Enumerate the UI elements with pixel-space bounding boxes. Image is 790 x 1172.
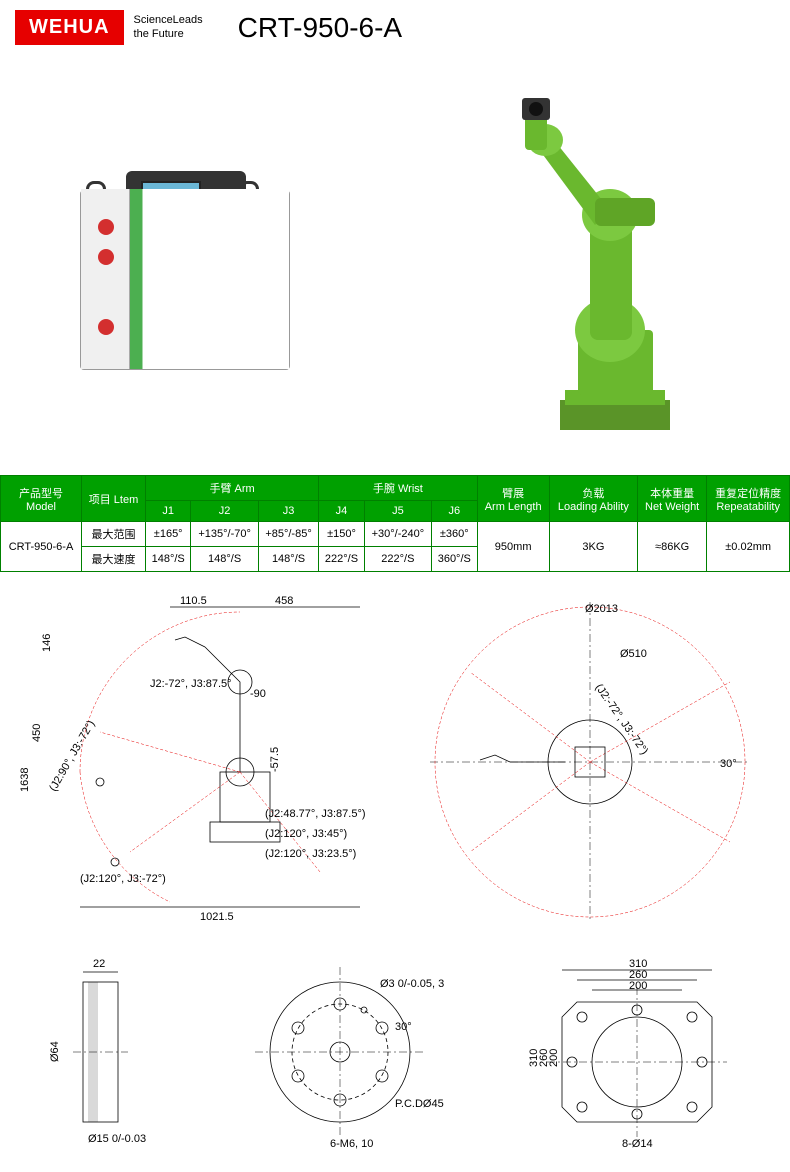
d57-5: -57.5 (269, 747, 281, 772)
td-range-label: 最大范围 (82, 522, 146, 547)
ff-tol: Ø3 0/-0.05, 3 (380, 978, 444, 990)
ff-d30: 30° (395, 1021, 412, 1033)
note5: (J2:120°, J3:45°) (265, 828, 347, 840)
td-s-j6: 360°/S (432, 547, 477, 572)
diagram-flange-front: 6-M6, 10 P.C.DØ45 30° Ø3 0/-0.05, 3 (240, 952, 460, 1152)
td-s-j5: 222°/S (364, 547, 431, 572)
dim-458: 458 (275, 595, 293, 607)
td-s-j1: 148°/S (145, 547, 190, 572)
th-arm: 手臂 Arm (145, 476, 318, 501)
td-model: CRT-950-6-A (1, 522, 82, 572)
th-j1: J1 (145, 501, 190, 522)
dim-510: Ø510 (620, 648, 647, 660)
diagram-top-view: Ø2013 Ø510 (J2:-72°, J3:-72°) 30° (420, 592, 760, 932)
note1: J2:-72°, J3:87.5° (150, 678, 232, 690)
td-r-j4: ±150° (319, 522, 364, 547)
dim-450: 450 (31, 724, 43, 742)
controller-image (80, 150, 310, 370)
d90: -90 (250, 688, 266, 700)
note6: (J2:120°, J3:23.5°) (265, 848, 356, 860)
diagrams: 110.5 458 146 450 1638 J2:-72°, J3:87.5°… (0, 572, 790, 1172)
td-repeat: ±0.02mm (707, 522, 790, 572)
diagram-base-plate: 310 260 200 310 260 200 8-Ø14 (517, 952, 757, 1152)
td-r-j1: ±165° (145, 522, 190, 547)
th-armlength: 臂展 Arm Length (477, 476, 549, 522)
td-loading: 3KG (549, 522, 637, 572)
th-item: 项目 Ltem (82, 476, 146, 522)
td-weight: ≈86KG (638, 522, 707, 572)
diagram-side-view: 110.5 458 146 450 1638 J2:-72°, J3:87.5°… (20, 592, 400, 932)
th-weight: 本体重量 Net Weight (638, 476, 707, 522)
bp-200v: 200 (548, 1049, 560, 1067)
brand-badge: WEHUA (15, 10, 124, 45)
tagline-line2: the Future (134, 28, 203, 41)
td-r-j2: +135°/-70° (191, 522, 258, 547)
td-speed-label: 最大速度 (82, 547, 146, 572)
model-title: CRT-950-6-A (238, 12, 402, 44)
top-note1: (J2:-72°, J3:-72°) (593, 682, 651, 757)
note2: (J2:90°, J3:-72°) (47, 718, 97, 793)
th-loading: 负载 Loading Ability (549, 476, 637, 522)
dim-1021-5: 1021.5 (200, 911, 234, 923)
ff-pcd: P.C.DØ45 (395, 1098, 444, 1110)
td-s-j4: 222°/S (319, 547, 364, 572)
tagline: ScienceLeads the Future (134, 14, 203, 40)
th-j2: J2 (191, 501, 258, 522)
th-j3: J3 (258, 501, 318, 522)
td-s-j3: 148°/S (258, 547, 318, 572)
dim-146: 146 (41, 634, 53, 652)
tagline-line1: ScienceLeads (134, 14, 203, 27)
fs-d22: 22 (93, 958, 105, 970)
td-r-j5: +30°/-240° (364, 522, 431, 547)
td-s-j2: 148°/S (191, 547, 258, 572)
bp-200: 200 (629, 980, 647, 992)
th-j6: J6 (432, 501, 477, 522)
th-repeat: 重复定位精度 Repeatability (707, 476, 790, 522)
top-d30: 30° (720, 758, 737, 770)
ff-holes: 6-M6, 10 (330, 1138, 373, 1150)
td-r-j6: ±360° (432, 522, 477, 547)
note3: (J2:120°, J3:-72°) (80, 873, 166, 885)
product-images (0, 55, 790, 475)
dim-110-5: 110.5 (180, 595, 207, 607)
header: WEHUA ScienceLeads the Future CRT-950-6-… (0, 0, 790, 55)
td-armlength: 950mm (477, 522, 549, 572)
spec-table: 产品型号 Model 项目 Ltem 手臂 Arm 手腕 Wrist 臂展 Ar… (0, 475, 790, 572)
note4: (J2:48.77°, J3:87.5°) (265, 808, 366, 820)
robot-arm-image (430, 80, 710, 440)
td-r-j3: +85°/-85° (258, 522, 318, 547)
dim-2013: Ø2013 (585, 603, 618, 615)
th-j5: J5 (364, 501, 431, 522)
fs-d64: Ø64 (49, 1041, 61, 1062)
th-j4: J4 (319, 501, 364, 522)
bp-holes: 8-Ø14 (622, 1138, 653, 1150)
fs-tol: Ø15 0/-0.03 (88, 1133, 146, 1145)
th-model: 产品型号 Model (1, 476, 82, 522)
dim-1638: 1638 (20, 768, 31, 792)
th-wrist: 手腕 Wrist (319, 476, 477, 501)
diagram-flange-side: 22 Ø64 Ø15 0/-0.03 (33, 952, 183, 1152)
